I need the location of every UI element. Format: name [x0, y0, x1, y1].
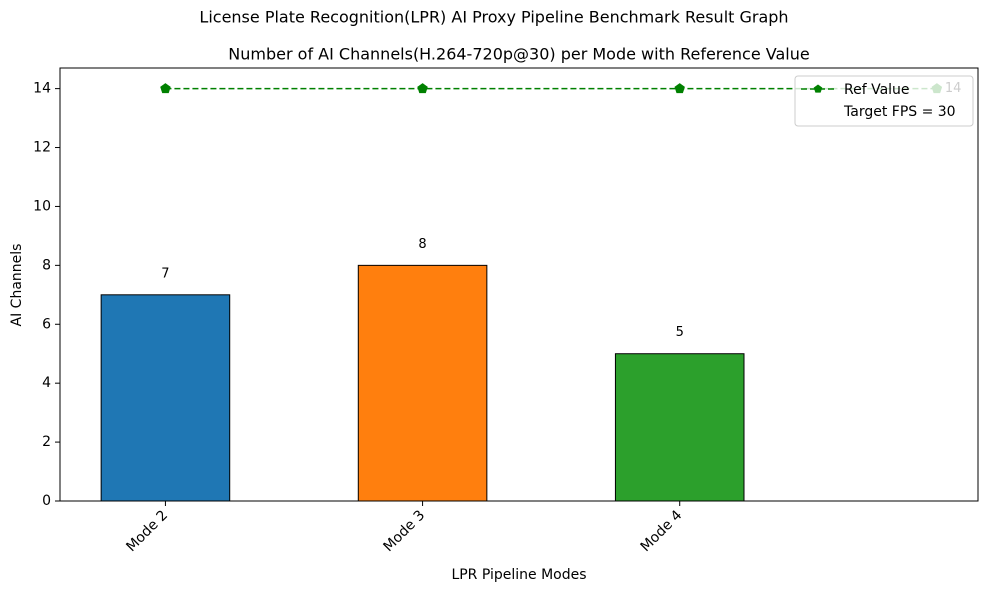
y-tick-label: 2	[42, 434, 51, 450]
x-tick-label: Mode 2	[123, 507, 171, 555]
legend-label: Ref Value	[844, 82, 910, 98]
chart-title: License Plate Recognition(LPR) AI Proxy …	[199, 8, 788, 27]
legend-note: Target FPS = 30	[843, 104, 956, 120]
bar	[100, 294, 231, 502]
y-tick-label: 14	[33, 81, 51, 97]
x-tick-label: Mode 4	[638, 507, 686, 555]
y-tick-label: 12	[33, 140, 51, 156]
y-axis-label: AI Channels	[9, 244, 25, 327]
reference-marker	[160, 83, 171, 94]
x-tick-label: Mode 3	[380, 507, 428, 555]
y-tick-label: 6	[42, 316, 51, 332]
y-tick-label: 8	[42, 257, 51, 273]
data-label: 7	[161, 266, 169, 281]
data-label: 5	[676, 325, 684, 340]
x-axis-label: LPR Pipeline Modes	[451, 567, 586, 583]
y-tick-label: 4	[42, 375, 51, 391]
legend-box	[794, 75, 974, 127]
plot-frame	[59, 67, 979, 502]
y-tick-label: 10	[33, 198, 51, 214]
y-tick-label: 0	[42, 493, 51, 509]
chart-subtitle: Number of AI Channels(H.264-720p@30) per…	[228, 45, 809, 64]
bar	[357, 264, 488, 502]
bar	[614, 353, 745, 502]
legend-marker	[813, 84, 823, 93]
reference-marker	[674, 83, 685, 94]
data-label: 8	[418, 237, 426, 252]
reference-marker	[417, 83, 428, 94]
